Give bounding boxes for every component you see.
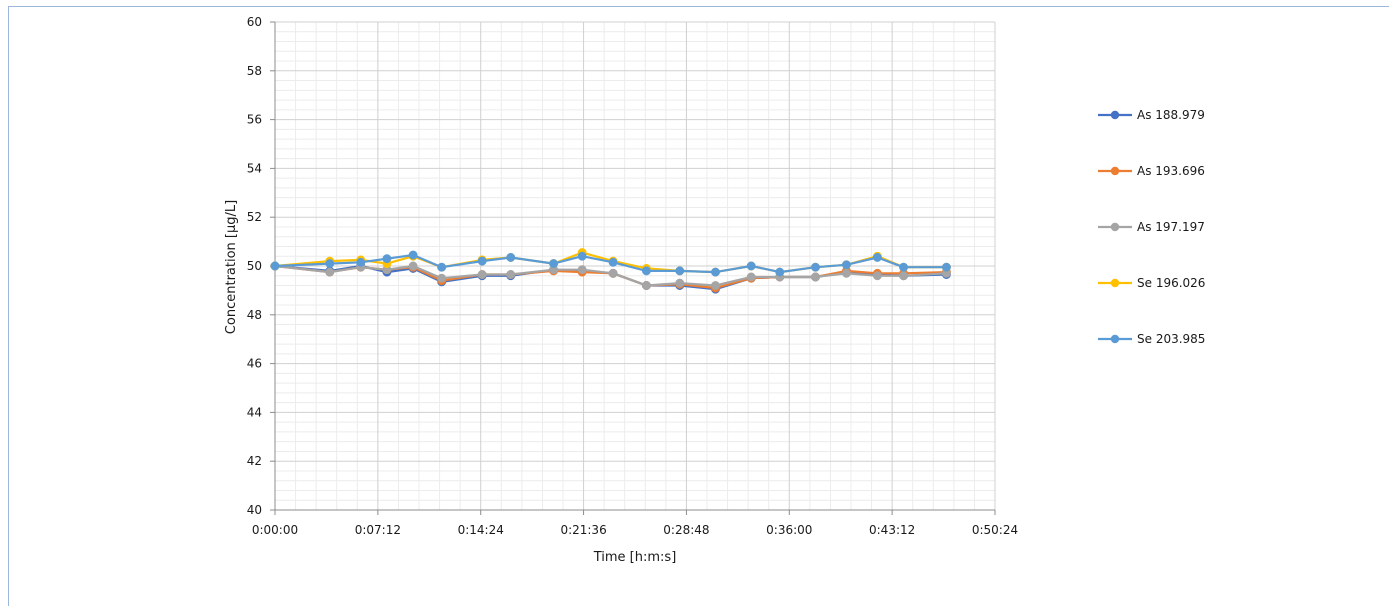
legend-label: Se 196.026	[1137, 276, 1205, 290]
x-axis-title: Time [h:m:s]	[593, 550, 677, 565]
series-as-197-197	[270, 261, 951, 290]
data-point	[437, 262, 447, 272]
legend-item: Se 203.985	[1098, 332, 1205, 346]
data-point	[746, 272, 756, 282]
x-tick-label: 0:43:12	[869, 523, 915, 537]
data-point	[841, 268, 851, 278]
data-point	[872, 271, 882, 281]
data-point	[775, 267, 785, 277]
data-point	[325, 259, 335, 269]
data-point	[746, 261, 756, 271]
data-point	[437, 273, 447, 283]
y-tick-label: 48	[247, 308, 262, 322]
y-tick-label: 46	[247, 357, 262, 371]
legend-swatch-marker	[1110, 334, 1120, 344]
data-point	[506, 253, 516, 262]
x-tick-label: 0:14:24	[458, 523, 504, 537]
legend-label: As 197.197	[1137, 220, 1205, 234]
y-axis-title: Concentration [µg/L]	[224, 200, 239, 334]
data-point	[477, 270, 487, 279]
x-tick-labels: 0:00:00 0:07:12 0:14:24 0:21:36 0:28:48 0:36:…	[252, 523, 1018, 537]
data-point	[941, 262, 951, 272]
data-point	[608, 257, 618, 267]
y-tick-label: 54	[247, 161, 262, 175]
data-point	[872, 253, 882, 262]
legend-swatch-marker	[1110, 166, 1120, 176]
y-tick-labels: 40 42 44 46 48 50 52 54 56 58 60	[247, 15, 262, 517]
data-point	[408, 250, 418, 260]
data-point	[711, 267, 720, 277]
data-point	[899, 262, 909, 272]
data-point	[549, 259, 559, 269]
y-tick-label: 40	[247, 503, 262, 517]
data-point	[382, 254, 392, 264]
x-tick-label: 0:21:36	[560, 523, 606, 537]
data-point	[711, 281, 720, 290]
data-point	[356, 257, 366, 267]
data-point	[577, 265, 587, 275]
data-point	[899, 271, 909, 281]
series-se-203-985	[270, 250, 951, 277]
y-tick-label: 42	[247, 454, 262, 468]
legend-item: As 188.979	[1098, 108, 1205, 122]
legend: As 188.979 As 193.696 As 197.197 Se 196.026…	[1098, 108, 1205, 346]
y-tick-label: 44	[247, 405, 262, 419]
legend-item: Se 196.026	[1098, 276, 1205, 290]
y-tick-label: 56	[247, 113, 262, 127]
data-point	[408, 261, 418, 271]
y-tick-label: 60	[247, 15, 262, 29]
data-point	[841, 260, 851, 270]
chart-frame	[8, 6, 1389, 606]
data-point	[675, 278, 685, 288]
data-point	[641, 281, 651, 290]
x-tick-label: 0:50:24	[972, 523, 1018, 537]
legend-label: As 188.979	[1137, 108, 1205, 122]
y-tick-label: 50	[247, 259, 262, 273]
data-point	[477, 256, 487, 266]
y-tick-label: 58	[247, 64, 262, 78]
x-tick-label: 0:28:48	[663, 523, 709, 537]
data-point	[641, 266, 651, 276]
data-point	[270, 261, 280, 271]
legend-label: Se 203.985	[1137, 332, 1205, 346]
x-tick-label: 0:00:00	[252, 523, 298, 537]
data-point	[506, 270, 516, 279]
x-tick-label: 0:07:12	[355, 523, 401, 537]
data-point	[811, 262, 820, 272]
data-point	[675, 266, 685, 276]
data-point	[325, 267, 335, 277]
legend-item: As 197.197	[1098, 220, 1205, 234]
legend-swatch-marker	[1110, 110, 1120, 120]
data-point	[577, 251, 587, 261]
series-group	[270, 248, 951, 294]
x-tick-label: 0:36:00	[766, 523, 812, 537]
legend-swatch-marker	[1110, 278, 1120, 288]
legend-label: As 193.696	[1137, 164, 1205, 178]
legend-swatch-marker	[1110, 222, 1120, 232]
data-point	[608, 268, 618, 278]
data-point	[811, 272, 820, 282]
legend-item: As 193.696	[1098, 164, 1205, 178]
y-tick-label: 52	[247, 210, 262, 224]
